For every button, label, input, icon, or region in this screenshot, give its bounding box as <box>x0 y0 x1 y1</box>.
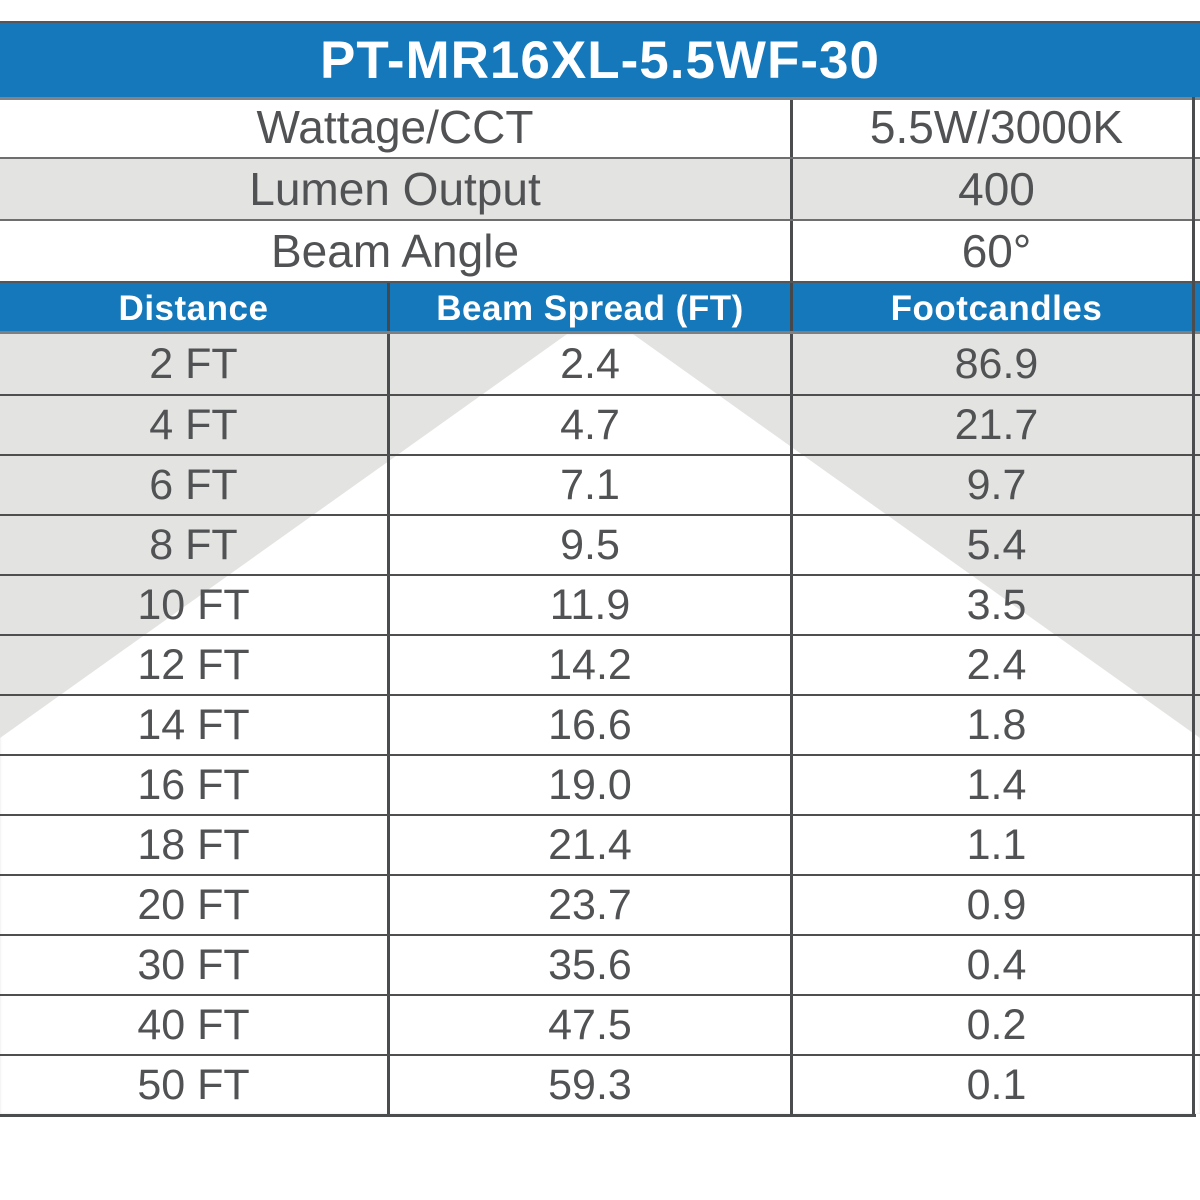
table-cell: 35.6 <box>387 936 790 994</box>
data-area: 2 FT 2.4 86.9 4 FT 4.7 21.7 6 FT 7.1 9.7 8 FT 9.5 5… <box>0 334 1200 1114</box>
table-cell: 8 FT <box>149 520 238 569</box>
table-cell: 1.4 <box>790 756 1200 814</box>
table-cell: 1.1 <box>790 816 1200 874</box>
table-cell: 12 FT <box>137 640 250 689</box>
table-cell: 0.9 <box>790 876 1200 934</box>
table-cell: 16 FT <box>137 760 250 809</box>
table-cell: 14 FT <box>137 700 250 749</box>
spec-label: Beam Angle <box>270 225 520 277</box>
table-cell: 9.7 <box>790 456 1200 514</box>
table-cell: 21.7 <box>790 396 1200 454</box>
spec-label: Wattage/CCT <box>256 101 534 153</box>
table-cell: 11.9 <box>387 576 790 634</box>
table-header: Distance Beam Spread (FT) Footcandles <box>0 281 1200 334</box>
spec-row: Wattage/CCT 5.5W/3000K <box>0 97 1200 157</box>
table-bottom-border <box>0 1114 1196 1117</box>
table-cell: 23.7 <box>387 876 790 934</box>
table-cell: 18 FT <box>137 820 250 869</box>
table-cell: 9.5 <box>387 516 790 574</box>
table-row: 2 FT 2.4 86.9 <box>0 334 1200 394</box>
table-right-border <box>1192 97 1195 1117</box>
table-row: 10 FT 11.9 3.5 <box>0 574 1200 634</box>
spec-rows: Wattage/CCT 5.5W/3000K Lumen Output 400 Beam… <box>0 97 1200 281</box>
spec-row: Beam Angle 60° <box>0 219 1200 281</box>
spec-value: 60° <box>790 221 1200 281</box>
table-row: 8 FT 9.5 5.4 <box>0 514 1200 574</box>
table-cell: 16.6 <box>387 696 790 754</box>
spec-label: Lumen Output <box>249 163 541 215</box>
table-cell: 30 FT <box>137 940 250 989</box>
table-cell: 19.0 <box>387 756 790 814</box>
spec-row: Lumen Output 400 <box>0 157 1200 219</box>
table-cell: 1.8 <box>790 696 1200 754</box>
page-title: PT-MR16XL-5.5WF-30 <box>320 30 880 90</box>
table-cell: 2 FT <box>149 339 238 388</box>
table-cell: 0.1 <box>790 1056 1200 1114</box>
table-row: 4 FT 4.7 21.7 <box>0 394 1200 454</box>
table-row: 18 FT 21.4 1.1 <box>0 814 1200 874</box>
spec-value: 5.5W/3000K <box>790 97 1200 157</box>
table-cell: 4 FT <box>149 400 238 449</box>
table-row: 12 FT 14.2 2.4 <box>0 634 1200 694</box>
table-cell: 59.3 <box>387 1056 790 1114</box>
divider-below-title <box>0 97 1200 100</box>
table-row: 20 FT 23.7 0.9 <box>0 874 1200 934</box>
table-cell: 14.2 <box>387 636 790 694</box>
title-bar: PT-MR16XL-5.5WF-30 <box>0 21 1200 97</box>
table-cell: 21.4 <box>387 816 790 874</box>
table-cell: 5.4 <box>790 516 1200 574</box>
table-row: 16 FT 19.0 1.4 <box>0 754 1200 814</box>
table-cell: 2.4 <box>387 334 790 394</box>
table-cell: 6 FT <box>149 460 238 509</box>
data-rows: 2 FT 2.4 86.9 4 FT 4.7 21.7 6 FT 7.1 9.7 8 FT 9.5 5… <box>0 334 1200 1114</box>
column-header-distance: Distance <box>118 288 269 328</box>
table-cell: 50 FT <box>137 1060 250 1109</box>
spec-value: 400 <box>790 159 1200 219</box>
table-row: 50 FT 59.3 0.1 <box>0 1054 1200 1114</box>
column-header-footcandles: Footcandles <box>790 283 1200 334</box>
table-row: 14 FT 16.6 1.8 <box>0 694 1200 754</box>
table-cell: 3.5 <box>790 576 1200 634</box>
table-cell: 4.7 <box>387 396 790 454</box>
table-cell: 47.5 <box>387 996 790 1054</box>
table-cell: 40 FT <box>137 1000 250 1049</box>
table-cell: 10 FT <box>137 580 250 629</box>
column-header-beam-spread: Beam Spread (FT) <box>387 283 790 334</box>
table-cell: 20 FT <box>137 880 250 929</box>
divider-below-header <box>0 331 1200 334</box>
table-row: 40 FT 47.5 0.2 <box>0 994 1200 1054</box>
table-cell: 0.4 <box>790 936 1200 994</box>
table-cell: 2.4 <box>790 636 1200 694</box>
table-row: 6 FT 7.1 9.7 <box>0 454 1200 514</box>
table-cell: 0.2 <box>790 996 1200 1054</box>
table-row: 30 FT 35.6 0.4 <box>0 934 1200 994</box>
table-cell: 86.9 <box>790 334 1200 394</box>
table-cell: 7.1 <box>387 456 790 514</box>
